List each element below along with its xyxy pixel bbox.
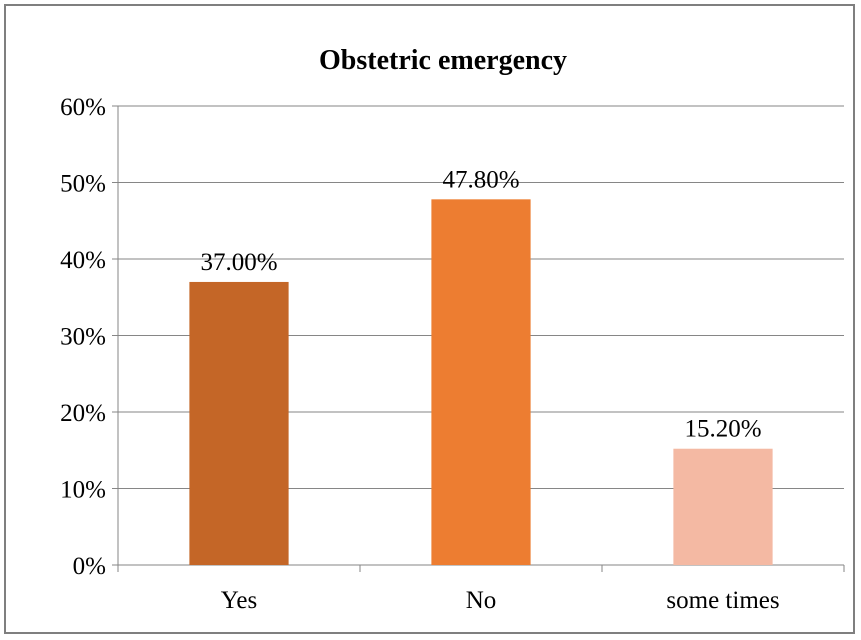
data-label: 37.00% [200,249,277,276]
y-tick-label: 10% [60,477,106,504]
x-tick-label: Yes [221,587,257,614]
labels: 0% 10% 20% 30% 40% 50% 60% 37.00% Yes 47.80% No 15.… [60,94,779,614]
y-tick-label: 50% [60,171,106,198]
bar-chart: Obstetric emergency 0% 10% 20% 30% 40% 50% 60%… [60,45,845,614]
bar-yes [189,281,289,565]
bar-some-times [673,448,773,565]
bars [189,199,773,565]
y-tick-label: 20% [60,400,106,427]
data-label: 47.80% [442,166,519,193]
chart-title: Obstetric emergency [319,45,567,76]
x-tick-label: No [466,587,497,614]
y-tick-label: 40% [60,247,106,274]
y-tick-label: 60% [60,94,106,121]
y-tick-label: 0% [73,553,106,580]
chart-frame: Obstetric emergency 0% 10% 20% 30% 40% 50% 60%… [4,4,855,634]
data-label: 15.20% [684,416,761,443]
x-tick-label: some times [666,587,779,614]
y-tick-label: 30% [60,324,106,351]
bar-no [431,199,531,565]
